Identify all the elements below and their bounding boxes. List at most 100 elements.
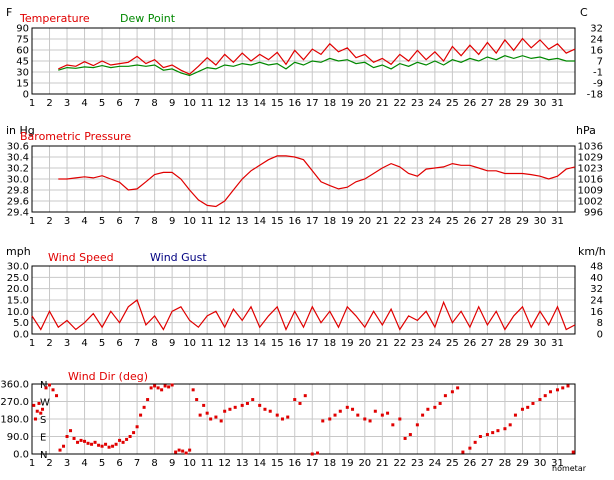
- wind-dir-point: [35, 409, 39, 413]
- y-tick-label-right: 996: [584, 208, 603, 219]
- wind-dir-point: [461, 450, 465, 454]
- wind-dir-title: Wind Dir (deg): [68, 370, 148, 383]
- wind-dir-point: [258, 403, 262, 407]
- y-tick-label-right: 0: [597, 330, 603, 341]
- x-tick-label: 9: [169, 98, 175, 109]
- x-tick-label: 12: [218, 458, 231, 469]
- x-tick-label: 15: [271, 98, 284, 109]
- wind-dir-point: [415, 423, 419, 427]
- wind-dir-point: [363, 417, 367, 421]
- y-tick-label-right: 32: [590, 24, 603, 35]
- wind-dir-point: [135, 425, 139, 429]
- x-tick-label: 29: [516, 98, 529, 109]
- wind-dir-point: [139, 413, 143, 417]
- wind-dir-point: [153, 384, 157, 388]
- compass-label: N: [40, 380, 47, 391]
- y-tick-label-left: 0.0: [13, 330, 29, 341]
- wind-dir-point: [345, 405, 349, 409]
- wind-dir-point: [263, 407, 267, 411]
- y-tick-label-left: 30.2: [7, 164, 29, 175]
- wind-dir-point: [275, 413, 279, 417]
- y-tick-label-left: 30: [16, 68, 29, 79]
- x-tick-label: 19: [341, 458, 354, 469]
- x-tick-label: 7: [134, 98, 140, 109]
- x-tick-label: 9: [169, 458, 175, 469]
- wind-dir-point: [202, 403, 206, 407]
- x-tick-label: 1: [29, 338, 35, 349]
- y-tick-label-left: 270.0: [0, 397, 29, 408]
- compass-label: S: [40, 415, 46, 426]
- x-tick-label: 3: [64, 98, 70, 109]
- wind-dir-point: [32, 403, 36, 407]
- wind-dir-point: [41, 407, 45, 411]
- wind-dir-point: [555, 388, 559, 392]
- wind-dir-point: [111, 444, 115, 448]
- wind-dir-point: [167, 385, 171, 389]
- y-tick-label-left: 75: [16, 35, 29, 46]
- wind-dir-point: [303, 394, 307, 398]
- x-tick-label: 29: [516, 458, 529, 469]
- x-tick-label: 16: [288, 98, 301, 109]
- wind-dir-point: [79, 438, 83, 442]
- wind-dir-point: [503, 427, 507, 431]
- x-tick-label: 19: [341, 98, 354, 109]
- wind-dir-point: [195, 398, 199, 402]
- x-tick-label: 30: [534, 98, 547, 109]
- y-tick-label-left: 30.0: [7, 262, 29, 273]
- wind-dir-point: [548, 390, 552, 394]
- x-tick-label: 12: [218, 216, 231, 227]
- wind-dir-point: [233, 405, 237, 409]
- x-tick-label: 15: [271, 216, 284, 227]
- x-tick-label: 14: [253, 216, 266, 227]
- y-tick-label-right: 24: [590, 35, 603, 46]
- y-tick-label-left: 25.0: [7, 273, 29, 284]
- wind-dir-point: [491, 431, 495, 435]
- y-tick-label-right: 1036: [578, 142, 603, 153]
- wind-dir-point: [72, 436, 76, 440]
- wind-dir-point: [280, 417, 284, 421]
- wind-dir-panel: 1 2 3 4 5 6 7 8 9 10 11 12 13 14 15 16 17 18 19 20 21 22 23 24 2…: [0, 380, 576, 469]
- wind-dir-point: [69, 429, 73, 433]
- x-tick-label: 7: [134, 216, 140, 227]
- y-tick-label-left: 29.8: [7, 186, 29, 197]
- y-tick-label-left: 30.6: [7, 142, 29, 153]
- y-tick-label-right: 1002: [578, 197, 603, 208]
- wind-dir-point: [356, 413, 360, 417]
- y-tick-label-right: 1029: [578, 153, 603, 164]
- x-tick-label: 18: [323, 98, 336, 109]
- y-tick-label-right: -9: [593, 79, 603, 90]
- wind-dir-point: [245, 401, 249, 405]
- wind-dir-point: [293, 398, 297, 402]
- y-tick-label-left: 29.6: [7, 197, 29, 208]
- x-tick-label: 7: [134, 458, 140, 469]
- wind-dir-point: [83, 439, 87, 443]
- wind-dir-point: [174, 450, 178, 454]
- x-tick-label: 18: [323, 338, 336, 349]
- series-line-0: [31, 299, 576, 332]
- y-tick-label-left: 45: [16, 57, 29, 68]
- y-tick-label-right: 24: [590, 296, 603, 307]
- x-tick-label: 4: [81, 338, 87, 349]
- x-tick-label: 11: [201, 458, 214, 469]
- pressure-left-axis-label: in Hg: [6, 124, 35, 137]
- wind-dir-point: [149, 386, 153, 390]
- y-tick-label-left: 5.0: [13, 318, 29, 329]
- y-tick-label-right: 32: [590, 284, 603, 295]
- x-tick-label: 6: [116, 98, 122, 109]
- x-tick-label: 10: [183, 98, 196, 109]
- x-tick-label: 16: [288, 458, 301, 469]
- compass-label: E: [40, 433, 46, 444]
- wind-dir-point: [163, 384, 167, 388]
- x-tick-label: 1: [29, 98, 35, 109]
- x-tick-label: 7: [134, 338, 140, 349]
- wind-dir-point: [160, 388, 164, 392]
- pressure-right-axis-label: hPa: [576, 124, 596, 137]
- wind-dir-point: [181, 449, 185, 453]
- x-tick-label: 24: [429, 458, 442, 469]
- y-tick-label-right: 1009: [578, 186, 603, 197]
- x-tick-label: 20: [358, 216, 371, 227]
- x-tick-label: 3: [64, 338, 70, 349]
- wind-dir-point: [188, 448, 192, 452]
- wind-dir-point: [156, 386, 160, 390]
- wind-dir-point: [328, 417, 332, 421]
